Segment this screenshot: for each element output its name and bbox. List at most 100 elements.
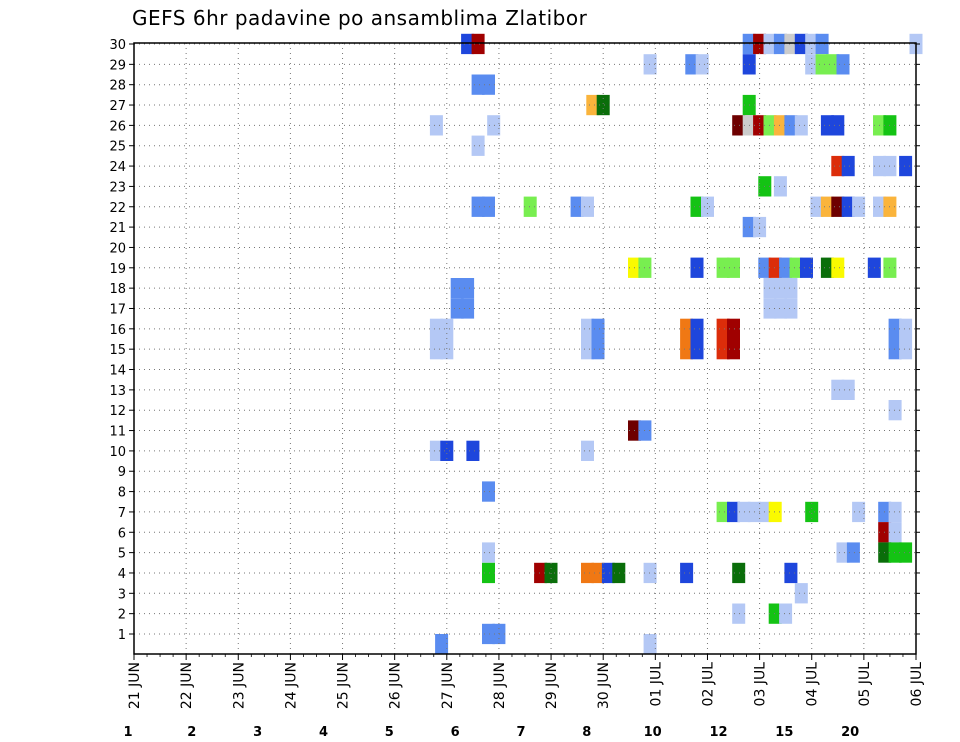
heatmap-cell <box>429 115 443 136</box>
heatmap-cell <box>680 318 694 339</box>
heatmap-cell <box>820 115 834 136</box>
legend-label: 7 <box>516 725 525 740</box>
heatmap-cell <box>773 298 787 319</box>
heatmap-cell <box>482 196 495 217</box>
x-tick-label: 02 JUL <box>700 662 716 707</box>
heatmap-cell <box>779 603 793 624</box>
legend-label: 12 <box>709 725 727 740</box>
heatmap-cell <box>440 339 454 360</box>
heatmap-cell <box>482 623 495 645</box>
heatmap-cell <box>899 318 913 339</box>
heatmap-cell <box>779 257 793 278</box>
y-tick-label: 15 <box>109 343 126 358</box>
heatmap-cell <box>695 54 709 75</box>
y-tick-label: 17 <box>109 302 126 317</box>
x-tick-label: 30 JUN <box>596 662 612 709</box>
heatmap-cell <box>450 278 464 299</box>
x-tick-label: 23 JUN <box>231 662 247 709</box>
heatmap-cell <box>482 481 495 502</box>
legend-label: 15 <box>775 725 793 740</box>
heatmap-cell <box>685 54 699 75</box>
heatmap-cell <box>888 400 902 421</box>
heatmap-cell <box>690 257 704 278</box>
x-tick-label: 25 JUN <box>336 662 352 709</box>
y-tick-label: 10 <box>109 445 126 460</box>
heatmap-cell <box>888 542 902 563</box>
heatmap-cell <box>716 501 730 523</box>
heatmap-cell <box>601 562 615 584</box>
y-tick-label: 23 <box>109 180 126 195</box>
heatmap-cell <box>831 257 845 278</box>
heatmap-cell <box>831 196 845 217</box>
heatmap-cell <box>471 33 485 55</box>
legend-label: 20 <box>841 725 859 740</box>
heatmap-cell <box>727 501 740 523</box>
heatmap-cell <box>690 318 704 339</box>
heatmap-cell <box>429 440 443 461</box>
heatmap-cell <box>461 278 475 299</box>
heatmap-cell <box>836 54 850 75</box>
y-tick-label: 19 <box>109 262 126 277</box>
heatmap-cell <box>888 522 902 543</box>
heatmap-cell <box>732 115 746 136</box>
heatmap-cell <box>461 298 475 319</box>
heatmap-cell <box>435 634 449 655</box>
legend-label: 10 <box>644 725 662 740</box>
heatmap-cell <box>852 196 866 217</box>
x-tick-label: 06 JUL <box>909 662 925 707</box>
heatmap-cell <box>773 278 787 299</box>
heatmap-cell <box>727 257 740 278</box>
heatmap-cell <box>680 339 694 360</box>
heatmap-cell <box>805 501 819 523</box>
heatmap-cell <box>429 339 443 360</box>
heatmap-cell <box>899 542 913 563</box>
heatmap-cell <box>727 318 740 339</box>
y-tick-label: 8 <box>118 486 126 501</box>
heatmap-cell <box>716 257 730 278</box>
heatmap-cell <box>794 115 808 136</box>
y-tick-label: 24 <box>109 160 126 175</box>
heatmap-cell <box>841 196 855 217</box>
y-tick-label: 27 <box>109 99 126 114</box>
x-tick-label: 27 JUN <box>440 662 456 709</box>
heatmap-cell <box>888 318 902 339</box>
heatmap-cell <box>841 155 855 177</box>
y-tick-label: 29 <box>109 58 126 73</box>
heatmap-cell <box>800 257 813 278</box>
x-tick-label: 28 JUN <box>492 662 508 709</box>
legend-label: 5 <box>385 725 394 740</box>
heatmap-cell <box>794 33 808 55</box>
heatmap-cell <box>852 501 866 523</box>
heatmap-cell <box>471 135 485 156</box>
heatmap-cell <box>784 562 798 584</box>
y-tick-label: 14 <box>109 364 126 379</box>
legend-label: 6 <box>451 725 460 740</box>
heatmap-cell <box>690 339 704 360</box>
y-tick-label: 28 <box>109 79 126 94</box>
heatmap-cell <box>544 562 558 584</box>
heatmap-cell <box>784 115 798 136</box>
heatmap-cell <box>581 318 594 339</box>
heatmap-cell <box>523 196 537 217</box>
x-tick-label: 26 JUN <box>388 662 404 709</box>
heatmap-cell <box>586 94 600 116</box>
heatmap-cell <box>581 562 594 584</box>
heatmap-cell <box>768 603 782 624</box>
heatmap-cell <box>643 54 657 75</box>
heatmap-cell <box>815 54 829 75</box>
heatmap-cell <box>461 33 475 55</box>
heatmap-cell <box>784 298 798 319</box>
heatmap-cells <box>429 33 923 655</box>
heatmap-cell <box>570 196 584 217</box>
heatmap-cell <box>690 196 704 217</box>
heatmap-cell <box>581 440 594 461</box>
heatmap-cell <box>784 33 798 55</box>
heatmap-cell <box>581 196 594 217</box>
heatmap-cell <box>482 74 495 95</box>
y-tick-label: 18 <box>109 282 126 297</box>
heatmap-cell <box>534 562 548 584</box>
heatmap-cell <box>701 196 714 217</box>
heatmap-cell <box>429 318 443 339</box>
heatmap-cell <box>773 115 787 136</box>
heatmap-cell <box>732 562 746 584</box>
